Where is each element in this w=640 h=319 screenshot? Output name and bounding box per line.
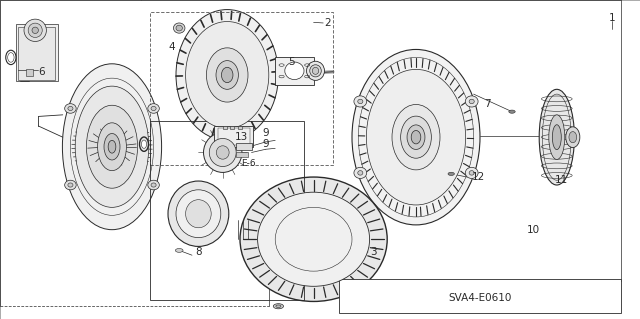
Bar bbox=[275, 57, 314, 85]
Circle shape bbox=[273, 304, 284, 309]
Ellipse shape bbox=[209, 138, 236, 167]
Ellipse shape bbox=[151, 106, 156, 110]
Ellipse shape bbox=[569, 131, 577, 143]
Ellipse shape bbox=[148, 180, 159, 190]
Bar bbox=[214, 126, 253, 147]
Ellipse shape bbox=[354, 167, 367, 178]
Text: 2: 2 bbox=[324, 18, 331, 28]
Ellipse shape bbox=[552, 125, 561, 150]
Bar bbox=[238, 126, 242, 129]
Bar bbox=[339, 279, 621, 313]
Text: 12: 12 bbox=[472, 172, 485, 182]
Ellipse shape bbox=[68, 106, 73, 110]
Ellipse shape bbox=[307, 61, 324, 80]
Text: 5: 5 bbox=[288, 57, 294, 67]
Ellipse shape bbox=[32, 27, 38, 33]
Ellipse shape bbox=[86, 105, 138, 188]
Ellipse shape bbox=[216, 61, 238, 89]
Ellipse shape bbox=[566, 127, 580, 147]
Ellipse shape bbox=[312, 67, 319, 74]
Ellipse shape bbox=[465, 96, 478, 107]
Text: 9: 9 bbox=[262, 139, 269, 149]
Ellipse shape bbox=[392, 104, 440, 170]
Ellipse shape bbox=[141, 140, 147, 148]
Text: 1: 1 bbox=[609, 12, 616, 23]
Ellipse shape bbox=[28, 23, 42, 38]
Ellipse shape bbox=[539, 89, 575, 185]
Bar bbox=[16, 24, 58, 81]
Text: 3: 3 bbox=[370, 247, 376, 257]
Ellipse shape bbox=[285, 62, 304, 80]
Ellipse shape bbox=[108, 140, 116, 153]
Text: 13: 13 bbox=[236, 132, 248, 142]
Ellipse shape bbox=[469, 171, 474, 175]
Text: E-6: E-6 bbox=[241, 159, 255, 168]
Ellipse shape bbox=[186, 200, 211, 228]
Ellipse shape bbox=[186, 22, 269, 129]
Ellipse shape bbox=[221, 67, 233, 83]
Text: 8: 8 bbox=[195, 247, 202, 257]
Text: 9: 9 bbox=[262, 128, 269, 138]
Ellipse shape bbox=[8, 53, 14, 62]
Text: 6: 6 bbox=[38, 67, 45, 77]
Ellipse shape bbox=[548, 115, 564, 160]
Ellipse shape bbox=[63, 64, 161, 230]
Bar bbox=[223, 126, 227, 129]
Ellipse shape bbox=[258, 192, 370, 286]
Ellipse shape bbox=[352, 49, 480, 225]
Ellipse shape bbox=[204, 133, 242, 172]
Ellipse shape bbox=[24, 19, 47, 41]
Ellipse shape bbox=[104, 133, 120, 160]
Ellipse shape bbox=[148, 104, 159, 113]
Ellipse shape bbox=[366, 70, 466, 205]
Bar bbox=[236, 152, 248, 157]
Bar bbox=[150, 121, 304, 300]
Ellipse shape bbox=[168, 181, 229, 247]
Bar bbox=[218, 128, 250, 145]
Ellipse shape bbox=[176, 25, 182, 31]
Ellipse shape bbox=[151, 183, 156, 187]
Text: 11: 11 bbox=[556, 175, 568, 185]
Text: SVA4-E0610: SVA4-E0610 bbox=[448, 293, 512, 303]
Bar bbox=[18, 27, 55, 80]
Ellipse shape bbox=[65, 180, 76, 190]
Bar bbox=[26, 69, 33, 76]
Bar bbox=[150, 12, 333, 165]
Ellipse shape bbox=[412, 130, 421, 144]
Circle shape bbox=[175, 249, 183, 252]
Ellipse shape bbox=[407, 125, 425, 149]
Ellipse shape bbox=[358, 99, 363, 104]
Bar bbox=[236, 143, 252, 150]
Circle shape bbox=[509, 110, 515, 113]
Ellipse shape bbox=[465, 167, 478, 178]
Ellipse shape bbox=[206, 48, 248, 102]
Bar bbox=[230, 126, 234, 129]
Text: 4: 4 bbox=[168, 42, 175, 52]
Ellipse shape bbox=[401, 116, 431, 158]
Ellipse shape bbox=[176, 10, 278, 140]
Ellipse shape bbox=[216, 146, 229, 159]
Ellipse shape bbox=[97, 123, 127, 171]
Ellipse shape bbox=[469, 99, 474, 104]
Circle shape bbox=[276, 305, 281, 308]
Ellipse shape bbox=[240, 177, 387, 301]
Ellipse shape bbox=[354, 96, 367, 107]
Circle shape bbox=[448, 172, 454, 175]
Text: 7: 7 bbox=[484, 99, 491, 109]
Ellipse shape bbox=[173, 23, 185, 33]
Ellipse shape bbox=[76, 86, 149, 207]
Ellipse shape bbox=[65, 104, 76, 113]
Text: 10: 10 bbox=[527, 225, 540, 235]
Ellipse shape bbox=[310, 65, 321, 77]
Ellipse shape bbox=[358, 171, 363, 175]
Ellipse shape bbox=[68, 183, 73, 187]
Ellipse shape bbox=[176, 190, 221, 238]
